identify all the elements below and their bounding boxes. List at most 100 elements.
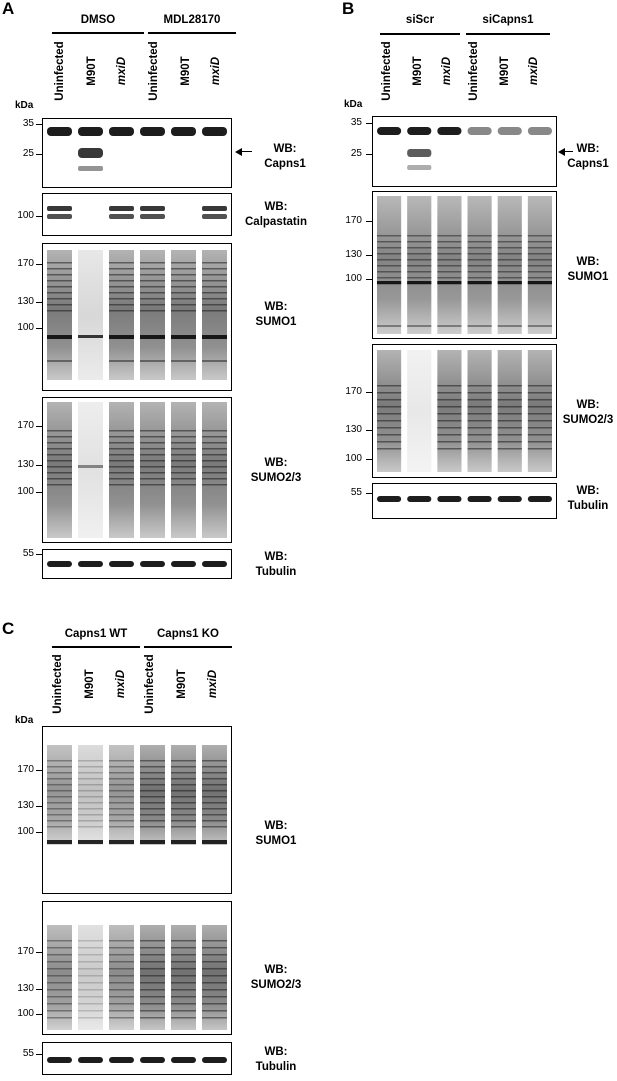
band — [47, 466, 72, 468]
band — [171, 448, 196, 450]
band — [140, 982, 165, 984]
mw-marker: 130 — [17, 983, 34, 994]
band — [109, 1017, 134, 1019]
panel-c-lane-1: Uninfected — [52, 654, 64, 714]
band — [78, 335, 103, 338]
band — [171, 561, 196, 567]
wb-antibody: SUMO2/3 — [562, 414, 614, 426]
band — [109, 947, 134, 949]
band — [109, 954, 134, 956]
mw-tick — [36, 426, 42, 427]
band — [47, 961, 72, 963]
band — [467, 196, 492, 334]
band — [497, 241, 522, 243]
mw-marker: 170 — [17, 764, 34, 775]
band — [171, 460, 196, 462]
mw-tick — [36, 989, 42, 990]
band — [140, 484, 165, 486]
band — [140, 784, 165, 786]
band — [437, 325, 462, 327]
band — [171, 436, 196, 438]
band — [497, 127, 522, 135]
band — [140, 430, 165, 432]
band — [47, 460, 72, 462]
panel-b-kda: kDa — [344, 99, 363, 110]
band — [437, 241, 462, 243]
wb-prefix: WB: — [264, 551, 288, 563]
wb-antibody: Tubulin — [567, 500, 609, 512]
band — [527, 235, 552, 237]
band — [202, 784, 227, 786]
band — [140, 968, 165, 970]
band — [109, 286, 134, 288]
panel-a-sumo23-blot — [42, 397, 232, 543]
band — [140, 947, 165, 949]
band — [140, 766, 165, 768]
panel-c-tubulin-wb: WB: Tubulin — [238, 1045, 314, 1075]
band — [47, 745, 72, 845]
band — [497, 392, 522, 394]
band — [171, 989, 196, 991]
band — [109, 402, 134, 538]
panel-b-capns1-wb: WB: Capns1 — [562, 142, 614, 172]
band — [437, 496, 462, 502]
band — [47, 925, 72, 1030]
band — [171, 778, 196, 780]
band — [47, 1003, 72, 1005]
band — [527, 441, 552, 443]
band — [140, 206, 165, 211]
band — [377, 392, 402, 394]
band — [109, 745, 134, 845]
band — [437, 271, 462, 273]
mw-marker: 170 — [17, 258, 34, 269]
band — [527, 265, 552, 267]
mw-tick — [36, 328, 42, 329]
panel-a-tubulin-blot — [42, 549, 232, 579]
mw-tick — [36, 770, 42, 771]
band — [109, 772, 134, 774]
band — [140, 298, 165, 300]
band — [78, 954, 103, 956]
band — [202, 940, 227, 942]
band — [78, 784, 103, 786]
band — [527, 281, 552, 284]
band — [202, 1003, 227, 1005]
band — [140, 335, 165, 339]
band — [202, 961, 227, 963]
mw-tick — [36, 216, 42, 217]
panel-c-sumo1-wb: WB: SUMO1 — [238, 819, 314, 849]
band — [377, 441, 402, 443]
band — [467, 496, 492, 502]
band — [140, 262, 165, 264]
band — [78, 790, 103, 792]
wb-prefix: WB: — [264, 201, 288, 213]
arrow-icon — [235, 148, 242, 156]
band — [109, 442, 134, 444]
band — [78, 996, 103, 998]
band — [171, 466, 196, 468]
wb-prefix: WB: — [576, 143, 600, 155]
panel-b-sumo23-blot — [372, 344, 557, 478]
band — [202, 442, 227, 444]
band — [47, 298, 72, 300]
panel-c-sumo23-blot — [42, 901, 232, 1035]
band — [202, 448, 227, 450]
band — [407, 259, 432, 261]
band — [171, 454, 196, 456]
band — [171, 766, 196, 768]
band — [497, 281, 522, 284]
band — [467, 247, 492, 249]
band — [407, 235, 432, 237]
band — [140, 745, 165, 845]
band — [497, 399, 522, 401]
band — [202, 968, 227, 970]
mw-marker: 130 — [17, 296, 34, 307]
panel-c-group-2-line — [144, 646, 232, 648]
band — [497, 253, 522, 255]
band — [109, 214, 134, 219]
band — [171, 996, 196, 998]
band — [171, 127, 196, 136]
band — [202, 402, 227, 538]
band — [140, 286, 165, 288]
